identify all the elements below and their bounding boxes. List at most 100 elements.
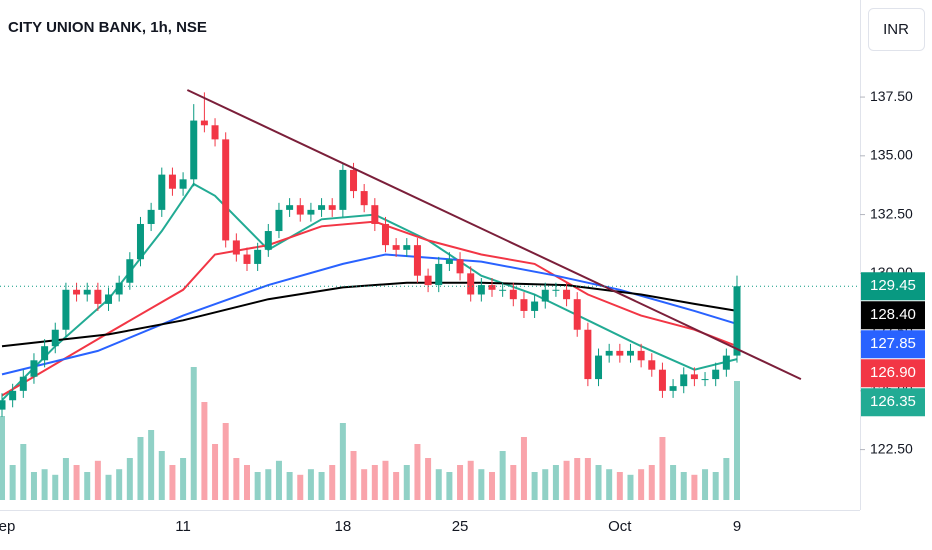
trendline <box>186 89 802 380</box>
volume-bar <box>552 465 559 500</box>
candle-body <box>541 289 549 302</box>
moving-average-line <box>1 253 738 376</box>
volume-bar <box>265 469 272 500</box>
candle-body <box>690 374 698 380</box>
candle-body <box>73 289 81 295</box>
volume-bar <box>222 423 229 500</box>
moving-average-line <box>1 182 738 401</box>
volume-bar <box>510 465 517 500</box>
volume-bar <box>137 437 144 500</box>
candle-body <box>19 376 27 391</box>
candle-body <box>211 125 219 140</box>
candle-body <box>626 350 634 356</box>
volume-bar <box>403 465 410 500</box>
currency-label[interactable]: INR <box>883 21 909 38</box>
x-tick-label: 18 <box>335 518 352 535</box>
volume-bar <box>41 469 48 500</box>
volume-bar <box>318 472 325 500</box>
candle-body <box>94 289 102 304</box>
volume-bar <box>254 472 261 500</box>
volume-bar <box>638 469 645 500</box>
volume-bar <box>393 472 400 500</box>
volume-bar <box>52 474 59 500</box>
volume-bar <box>20 444 27 500</box>
candle-body <box>318 205 326 210</box>
volume-bar <box>350 451 357 500</box>
volume-bar <box>307 469 314 500</box>
volume-bar <box>105 474 112 500</box>
volume-bar <box>201 402 208 500</box>
candle-body <box>179 179 187 189</box>
candle-body <box>477 285 485 295</box>
candle-body <box>605 350 613 356</box>
price-axis: 122.50125.00127.50130.00132.50135.00137.… <box>860 88 925 456</box>
price-label: 126.35 <box>870 393 916 410</box>
volume-bar <box>158 451 165 500</box>
price-label: 129.45 <box>870 277 916 294</box>
volume-bar <box>691 474 698 500</box>
candle-body <box>573 299 581 330</box>
candle-body <box>9 390 17 401</box>
x-tick-label: 9 <box>733 518 741 535</box>
candle-body <box>563 289 571 300</box>
candle-body <box>136 223 144 260</box>
candle-body <box>168 174 176 189</box>
candle-body <box>435 263 443 286</box>
y-tick-label: 132.50 <box>870 205 913 221</box>
candle-body <box>254 249 262 264</box>
candle-body <box>30 360 38 377</box>
candle-body <box>722 355 730 370</box>
volume-bar <box>148 430 155 500</box>
candle-body <box>595 355 603 380</box>
volume-bar <box>670 465 677 500</box>
volume-bar <box>62 458 69 500</box>
candle-body <box>424 275 432 286</box>
volume-bar <box>712 472 719 500</box>
volume-bar <box>734 381 740 500</box>
candle-body <box>552 289 560 291</box>
volume-bar <box>531 472 538 500</box>
candle-body <box>488 285 496 290</box>
volume-bar <box>126 458 133 500</box>
y-tick-label: 137.50 <box>870 88 913 104</box>
volume-bar <box>627 474 634 500</box>
volume-bar <box>520 437 527 500</box>
candle-body <box>296 205 304 215</box>
volume-bar <box>244 465 250 500</box>
candle-body <box>41 346 49 361</box>
candle-body <box>467 273 475 295</box>
candle-body <box>51 329 59 347</box>
candle-body <box>339 169 347 210</box>
volume-bar <box>361 469 368 500</box>
candle-body <box>413 245 421 276</box>
price-label-box <box>861 359 925 388</box>
candle-body <box>499 289 507 291</box>
volume-bar <box>233 458 240 500</box>
candle-body <box>509 289 517 300</box>
volume-bar <box>0 416 5 500</box>
volume-bar <box>212 444 219 500</box>
candle-body <box>637 350 645 361</box>
volume-bar <box>169 465 176 500</box>
candle-body <box>275 209 283 232</box>
price-label: 127.85 <box>870 335 916 352</box>
volume-bar <box>659 437 666 500</box>
candle-body <box>616 350 624 356</box>
volume-bar <box>542 469 549 500</box>
volume-bar <box>616 472 623 500</box>
title-backdrop <box>0 14 214 38</box>
price-label-box <box>861 301 925 330</box>
volume-bar <box>9 465 16 500</box>
candle-body <box>360 191 368 206</box>
candle-body <box>83 289 91 295</box>
currency-button[interactable] <box>868 8 925 51</box>
volume-bar <box>425 458 432 500</box>
volume-bar <box>190 367 197 500</box>
candle-body <box>669 386 677 391</box>
x-tick-label: 25 <box>452 518 469 535</box>
volume-bar <box>73 465 80 500</box>
volume-bar <box>606 469 613 500</box>
candle-body <box>264 231 272 250</box>
